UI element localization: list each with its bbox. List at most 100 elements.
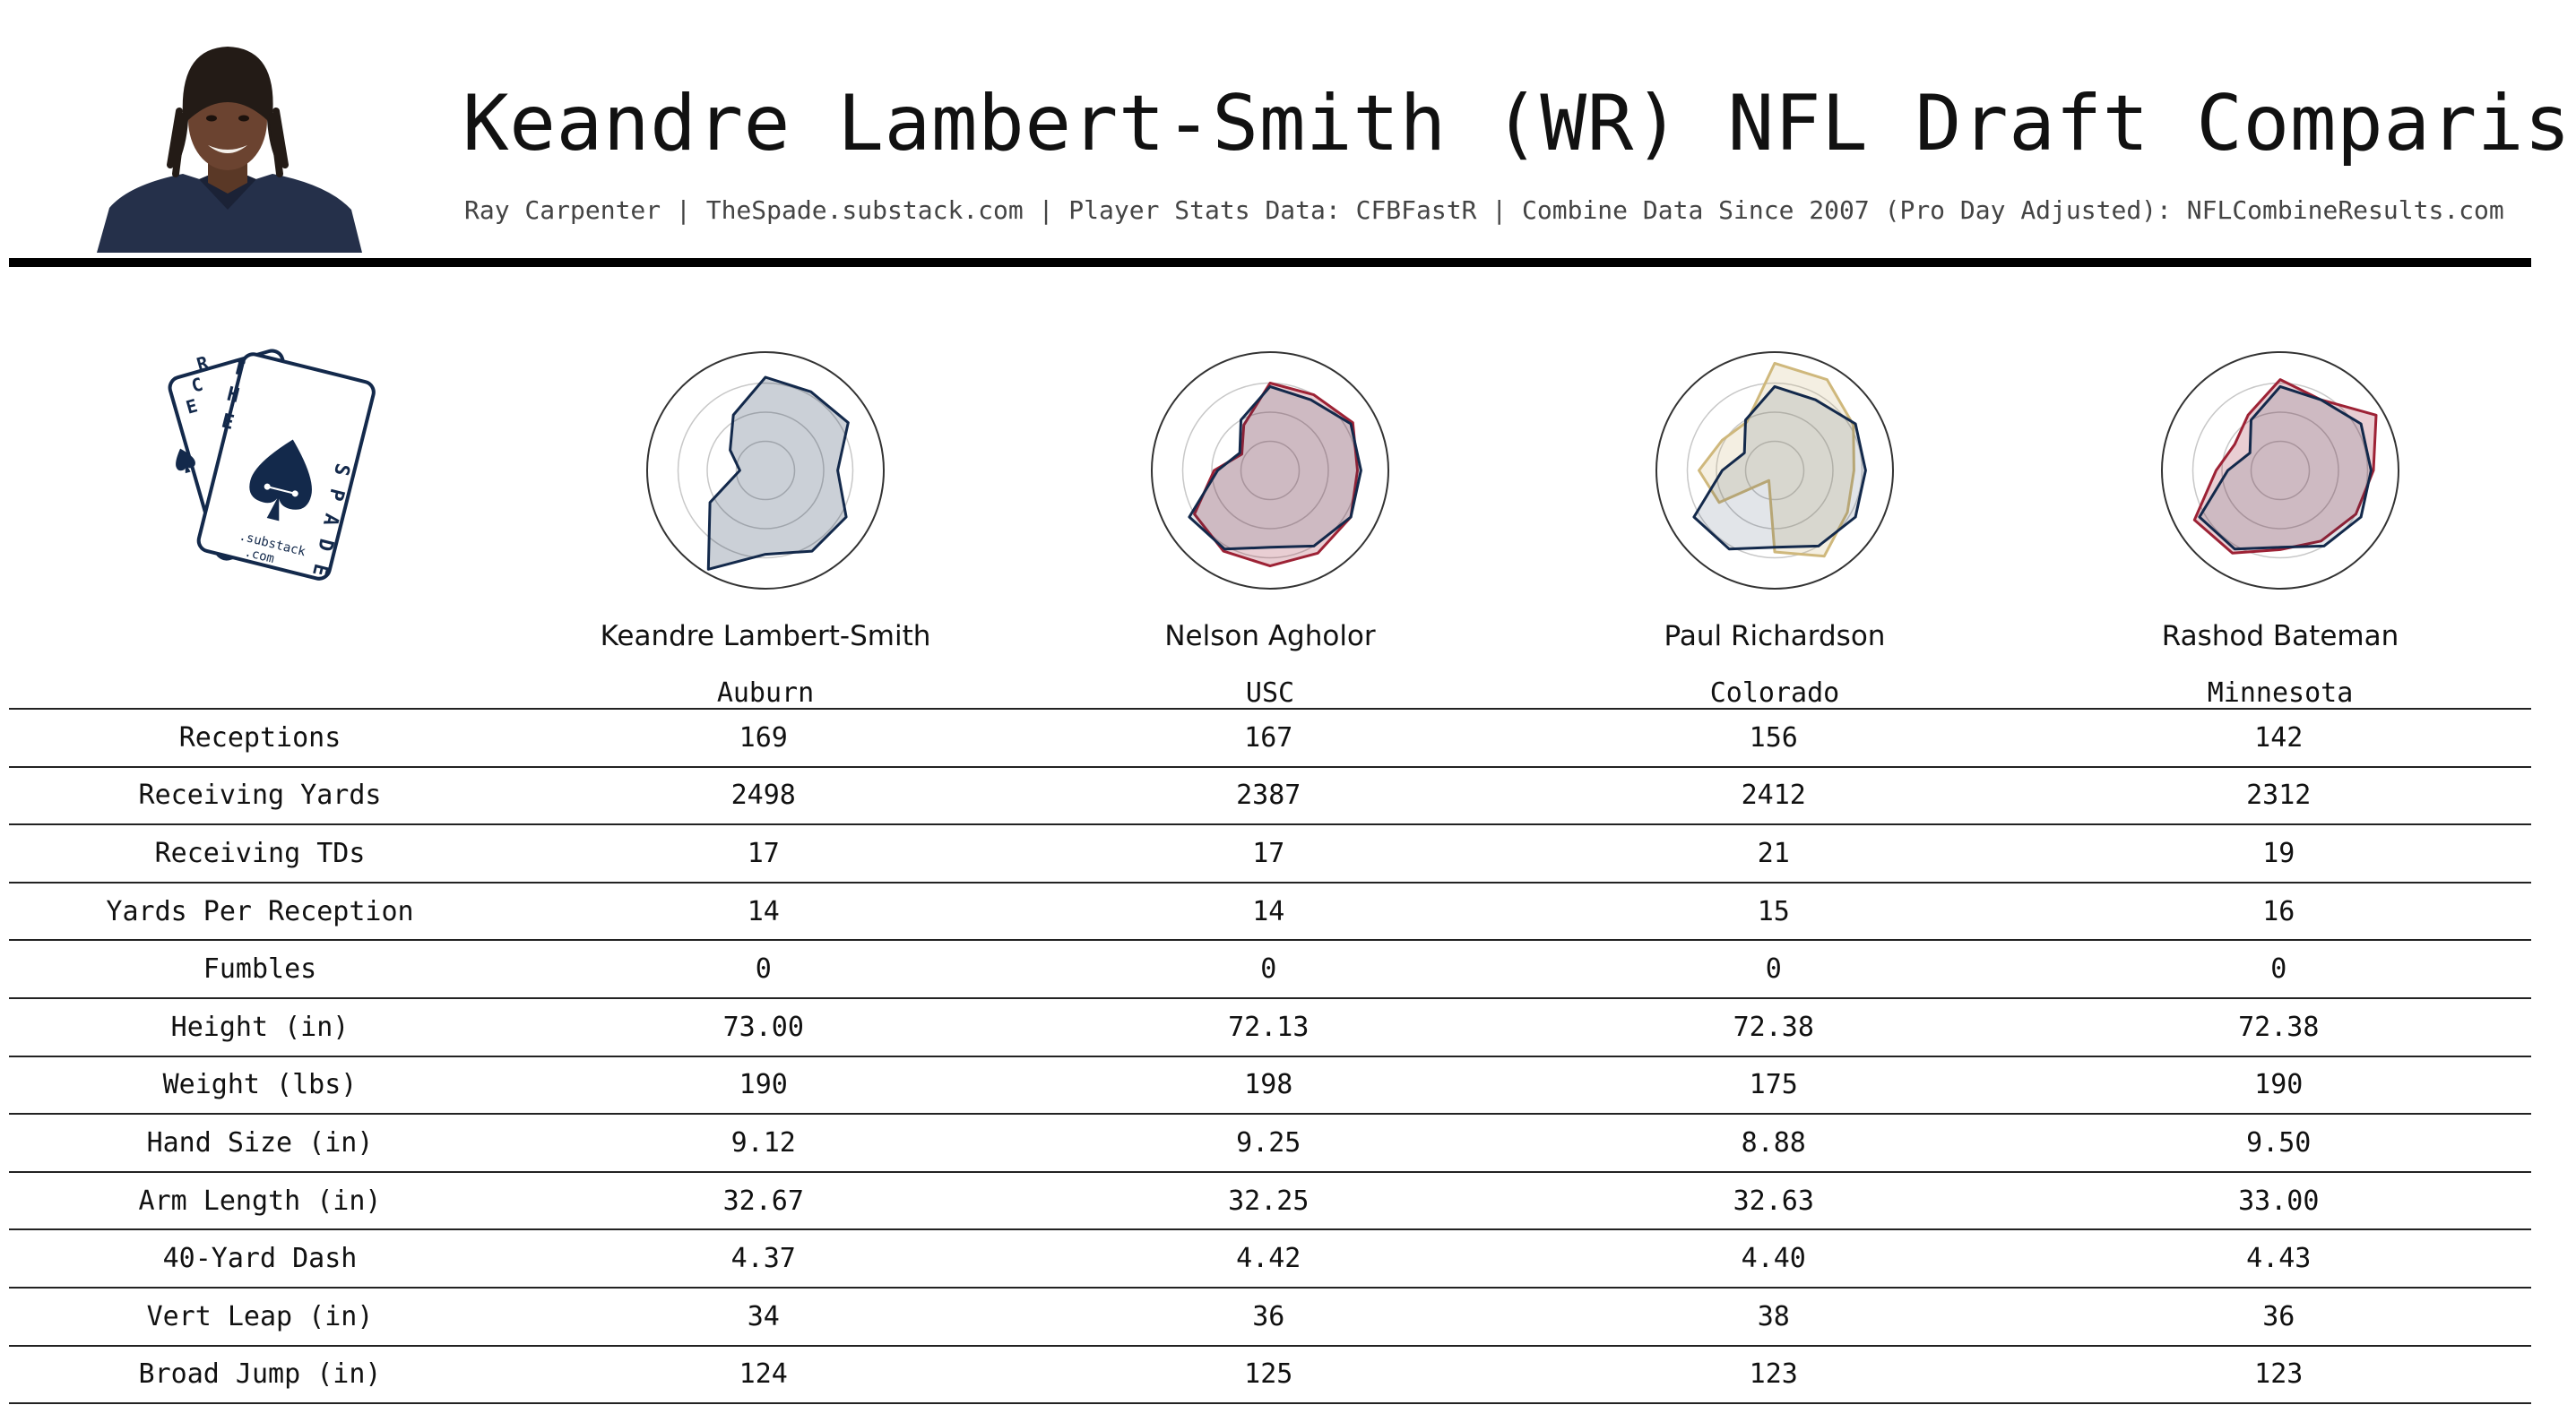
player-school: Colorado [1709,677,1840,709]
row-label: Broad Jump (in) [9,1344,511,1405]
table-cell: 16 [2026,881,2531,941]
table-cell: 32.25 [1016,1170,1521,1230]
series-keandre-lambert-smith [2198,384,2373,551]
table-cell: 32.63 [1521,1170,2027,1230]
table-cell: 72.38 [1521,996,2027,1056]
grid-ring [1744,440,1805,501]
player-name: Nelson Agholor [1164,620,1376,652]
radar-grid [2161,351,2399,590]
row-label: Receiving TDs [9,823,511,883]
table-cell: 32.67 [511,1170,1016,1230]
svg-text:A: A [318,512,342,529]
grid-ring [1211,411,1329,530]
radar-outline [646,351,885,590]
table-cell: 4.42 [1016,1228,1521,1288]
table-cell: 14 [1016,881,1521,941]
table-row: Broad Jump (in) 124 125 123 123 [9,1344,2531,1405]
player-name: Paul Richardson [1664,620,1886,652]
table-row: Arm Length (in) 32.67 32.25 32.63 33.00 [9,1170,2531,1230]
radar-chart-0 [646,351,885,590]
radar-outline [1655,351,1894,590]
svg-text:E: E [220,410,237,435]
table-cell: 9.25 [1016,1113,1521,1172]
grid-ring [1686,382,1863,559]
player-name: Keandre Lambert-Smith [600,620,931,652]
table-cell: 175 [1521,1055,2027,1115]
header-divider [9,258,2531,267]
table-cell: 9.12 [511,1113,1016,1172]
table-cell: 34 [511,1286,1016,1346]
player-card-0: Keandre Lambert-Smith Auburn [514,340,1016,709]
table-cell: 190 [511,1055,1016,1115]
player-name: Rashod Bateman [2161,620,2399,652]
radar-grid [1655,351,1894,590]
table-cell: 125 [1016,1344,1521,1405]
grid-ring [706,411,825,530]
row-label: Receiving Yards [9,765,511,825]
table-cell: 73.00 [511,996,1016,1056]
table-cell: 33.00 [2026,1170,2531,1230]
table-cell: 38 [1521,1286,2027,1346]
table-row: Receptions 169 167 156 142 [9,708,2531,767]
svg-text:T: T [230,357,247,381]
table-cell: 2412 [1521,765,2027,825]
svg-text:D: D [313,537,337,554]
grid-ring [2250,440,2311,501]
grid-ring [677,382,854,559]
row-label: Fumbles [9,939,511,998]
table-cell: 2387 [1016,765,1521,825]
table-cell: 36 [2026,1286,2531,1346]
player-school: USC [1245,677,1295,709]
radar-chart-2 [1655,351,1894,590]
table-row: Vert Leap (in) 34 36 38 36 [9,1286,2531,1346]
table-cell: 0 [1521,939,2027,998]
grid-ring [2191,382,2369,559]
grid-ring [735,440,796,501]
table-cell: 15 [1521,881,2027,941]
row-label: Height (in) [9,996,511,1056]
stats-table: Receptions 169 167 156 142 Receiving Yards 249… [9,708,2531,1405]
series-comparison [1698,361,1855,558]
row-label: Yards Per Reception [9,881,511,941]
table-cell: 14 [511,881,1016,941]
table-row: Hand Size (in) 9.12 9.25 8.88 9.50 [9,1113,2531,1172]
table-cell: 4.40 [1521,1228,2027,1288]
player-headshot [97,47,362,253]
svg-text:P: P [324,487,348,504]
series-keandre-lambert-smith [1188,384,1362,551]
table-cell: 169 [511,708,1016,767]
radar-grid [646,351,885,590]
player-card-2: Paul Richardson Colorado [1524,340,2026,709]
table-cell: 123 [2026,1344,2531,1405]
table-row: Weight (lbs) 190 198 175 190 [9,1055,2531,1115]
page-subtitle: Ray Carpenter | TheSpade.substack.com | … [464,195,2504,225]
table-cell: 156 [1521,708,2027,767]
table-cell: 17 [511,823,1016,883]
table-cell: 4.43 [2026,1228,2531,1288]
radar-outline [2161,351,2399,590]
series-keandre-lambert-smith [1692,384,1867,551]
player-card-1: Nelson Agholor USC [1019,340,1521,709]
table-cell: 0 [511,939,1016,998]
series-comparison [1193,382,1359,568]
grid-ring [2221,411,2339,530]
row-label: Weight (lbs) [9,1055,511,1115]
player-card-3: Rashod Bateman Minnesota [2029,340,2531,709]
table-cell: 8.88 [1521,1113,2027,1172]
table-cell: 19 [2026,823,2531,883]
table-cell: 0 [2026,939,2531,998]
svg-text:H: H [225,384,242,408]
spade-logo: T H E R C E S P A D E .substack .com [168,349,376,581]
grid-ring [1240,440,1301,501]
table-row: Receiving TDs 17 17 21 19 [9,823,2531,883]
row-label: Hand Size (in) [9,1113,511,1172]
table-cell: 72.13 [1016,996,1521,1056]
row-label: Vert Leap (in) [9,1286,511,1346]
series-keandre-lambert-smith [706,375,850,571]
stats-table-body: Receptions 169 167 156 142 Receiving Yards 249… [9,708,2531,1405]
table-cell: 123 [1521,1344,2027,1405]
svg-text:E: E [307,562,332,579]
table-row: Height (in) 73.00 72.13 72.38 72.38 [9,996,2531,1056]
logo-text: T H E R C E S P A D E .substack .com [184,351,354,578]
table-cell: 21 [1521,823,2027,883]
